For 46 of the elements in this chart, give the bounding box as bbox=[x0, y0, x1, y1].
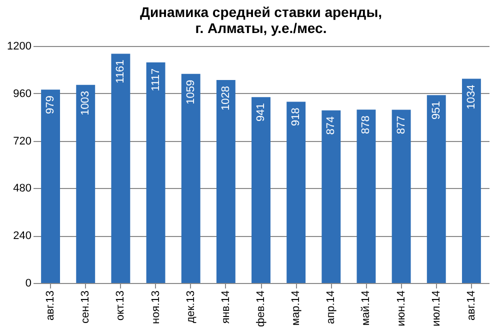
x-tick-label: янв.14 bbox=[220, 290, 232, 324]
bar bbox=[76, 84, 96, 283]
x-tick-label: ноя.13 bbox=[150, 290, 162, 324]
bar bbox=[462, 78, 481, 283]
bar bbox=[146, 62, 166, 283]
bar bbox=[252, 97, 270, 283]
y-tick-label: 1200 bbox=[7, 40, 32, 52]
data-label: 941 bbox=[255, 103, 267, 122]
x-tick-label: июл.14 bbox=[430, 290, 442, 326]
x-tick-label: дек.13 bbox=[184, 290, 197, 324]
y-tick-label: 960 bbox=[13, 88, 32, 100]
data-label: 951 bbox=[430, 101, 442, 120]
bar bbox=[392, 110, 411, 283]
x-tick-label: сен.13 bbox=[80, 290, 92, 324]
y-tick-label: 480 bbox=[13, 182, 32, 195]
data-label: 1034 bbox=[465, 84, 478, 110]
y-tick-label: 720 bbox=[13, 135, 32, 148]
data-label: 1028 bbox=[220, 86, 232, 110]
x-tick-label: мар.14 bbox=[290, 290, 302, 326]
x-tick-label: фев.14 bbox=[255, 290, 267, 327]
data-label: 1161 bbox=[114, 60, 127, 84]
x-tick-label: июн.14 bbox=[395, 290, 408, 326]
bar bbox=[286, 102, 306, 283]
bar bbox=[322, 110, 341, 283]
data-label: 979 bbox=[44, 96, 57, 114]
data-label: 878 bbox=[360, 116, 372, 134]
data-label: 1117 bbox=[150, 68, 162, 92]
y-tick-label: 240 bbox=[13, 230, 32, 242]
bar bbox=[356, 110, 376, 283]
y-tick-label: 0 bbox=[25, 278, 32, 290]
x-tick-label: май.14 bbox=[360, 290, 372, 326]
data-label: 1059 bbox=[184, 80, 197, 104]
chart-title: Динамика средней ставки аренды, г. Алматы, у.е./мес. bbox=[140, 4, 382, 36]
data-label: 918 bbox=[290, 108, 302, 126]
bar bbox=[111, 54, 130, 283]
bar bbox=[216, 80, 236, 283]
bar bbox=[426, 95, 446, 283]
x-tick-label: авг.13 bbox=[44, 290, 57, 320]
data-label: 877 bbox=[395, 116, 408, 134]
x-tick-label: авг.14 bbox=[465, 290, 478, 320]
bar bbox=[181, 74, 200, 283]
data-label: 1003 bbox=[80, 90, 92, 116]
data-label: 874 bbox=[325, 116, 338, 135]
x-tick-label: окт.13 bbox=[114, 290, 127, 321]
bar bbox=[41, 90, 60, 283]
x-tick-label: апр.14 bbox=[325, 290, 338, 324]
